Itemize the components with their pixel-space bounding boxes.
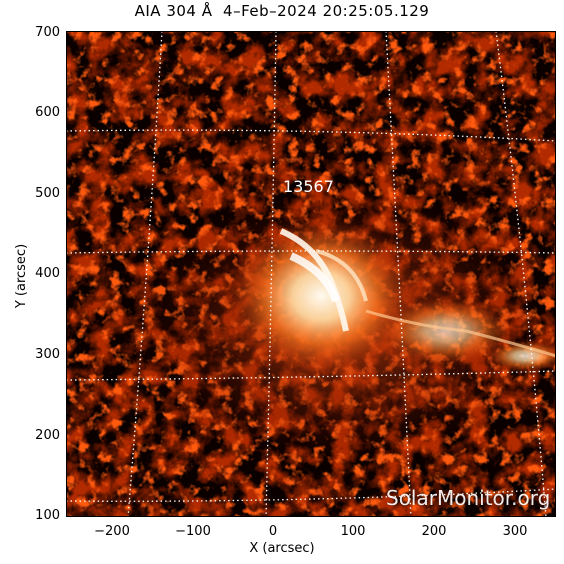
image-title: AIA 304 Å 4–Feb–2024 20:25:05.129 — [134, 2, 430, 20]
x-tick-label: 100 — [340, 524, 366, 539]
x-axis-label: X (arcsec) — [249, 541, 315, 556]
x-tick-label: 0 — [268, 524, 278, 539]
active-region-core — [226, 216, 416, 376]
watermark: SolarMonitor.org — [386, 486, 551, 510]
active-region-label: 13567 — [283, 177, 334, 196]
y-tick-label: 400 — [35, 266, 60, 281]
x-tick-label: −200 — [94, 524, 130, 539]
y-tick-label: 700 — [35, 25, 60, 40]
y-axis-label: Y (arcsec) — [14, 243, 29, 309]
y-tick-label: 100 — [35, 508, 60, 523]
coordinate-grid — [66, 31, 556, 517]
x-tick-label: 300 — [502, 524, 528, 539]
y-tick-label: 200 — [35, 428, 60, 443]
x-tick-label: −100 — [175, 524, 211, 539]
y-tick-label: 500 — [35, 186, 60, 201]
y-tick-label: 300 — [35, 347, 60, 362]
x-tick-label: 200 — [421, 524, 447, 539]
solar-image-panel: 13567 SolarMonitor.org — [66, 31, 556, 517]
y-tick-label: 600 — [35, 105, 60, 120]
solar-image — [66, 31, 556, 517]
